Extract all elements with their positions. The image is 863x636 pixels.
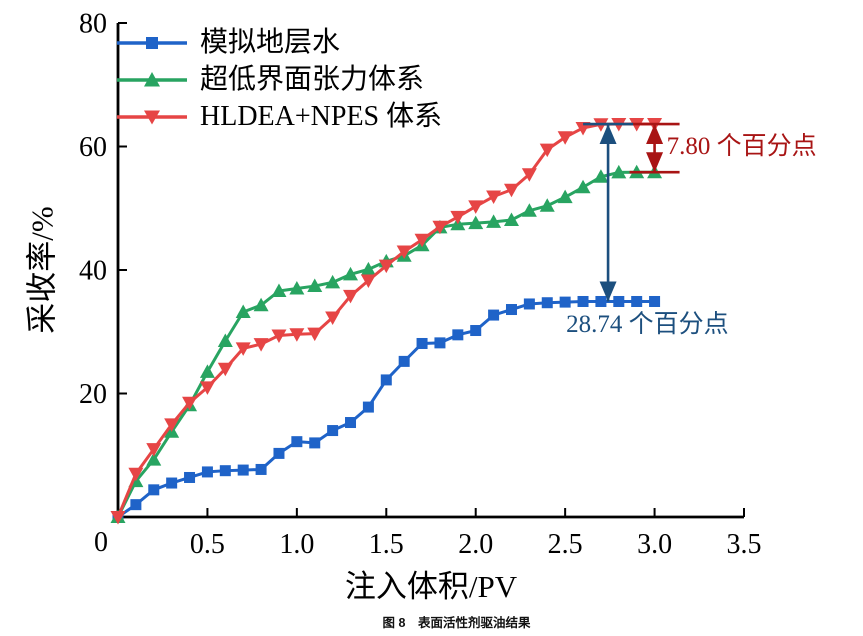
legend-label: 模拟地层水 bbox=[200, 26, 341, 58]
svg-text:20: 20 bbox=[79, 379, 107, 410]
svg-text:3.0: 3.0 bbox=[637, 529, 672, 560]
legend-item-simulated-formation-water: 模拟地层水 bbox=[117, 24, 442, 61]
annotation-red-green-gap-label: 7.80 个百分点 bbox=[666, 133, 817, 161]
annotation-red-blue-gap-label: 28.74 个百分点 bbox=[566, 311, 729, 339]
svg-text:1.5: 1.5 bbox=[369, 529, 404, 560]
svg-text:1.0: 1.0 bbox=[279, 529, 314, 560]
svg-text:40: 40 bbox=[79, 256, 107, 287]
legend-item-ultra-low-ift-system: 超低界面张力体系 bbox=[117, 61, 442, 98]
legend-label: HLDEA+NPES 体系 bbox=[200, 100, 443, 132]
y-axis-title: 采收率/% bbox=[24, 206, 60, 334]
svg-text:0.5: 0.5 bbox=[190, 529, 225, 560]
svg-text:0: 0 bbox=[94, 527, 108, 558]
chart-legend: 模拟地层水 超低界面张力体系 HLDEA+NPES 体系 bbox=[117, 24, 442, 135]
svg-text:60: 60 bbox=[79, 132, 107, 163]
x-axis-title: 注入体积/PV bbox=[344, 569, 518, 604]
svg-text:80: 80 bbox=[79, 9, 107, 40]
svg-text:2.5: 2.5 bbox=[548, 529, 583, 560]
legend-item-hldea-npes-system: HLDEA+NPES 体系 bbox=[117, 98, 442, 135]
triangle-up-marker-icon bbox=[117, 71, 187, 86]
svg-text:3.5: 3.5 bbox=[727, 529, 762, 560]
legend-label: 超低界面张力体系 bbox=[200, 63, 425, 95]
square-marker-icon bbox=[117, 36, 187, 49]
figure-caption: 图 8 表面活性剂驱油结果 bbox=[382, 616, 531, 630]
svg-text:2.0: 2.0 bbox=[458, 529, 493, 560]
triangle-down-marker-icon bbox=[117, 110, 187, 124]
